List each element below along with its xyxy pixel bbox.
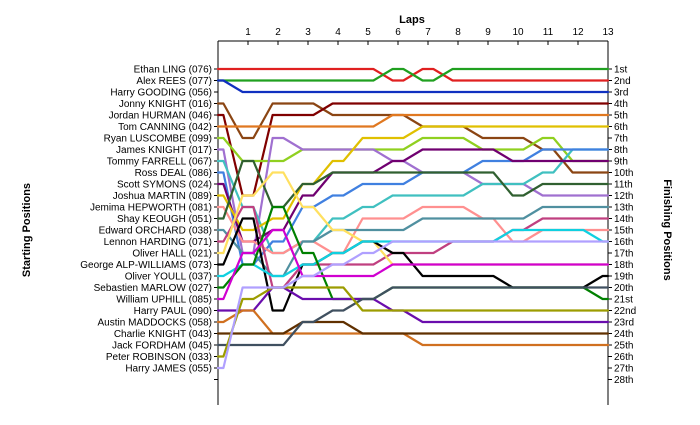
finish-position-label: 20th	[614, 283, 633, 294]
lap-tick-label: 7	[425, 27, 431, 38]
driver-start-label: Lennon HARDING (071)	[104, 237, 212, 248]
starting-position-labels: Ethan LING (076)Alex REES (077)Harry GOO…	[80, 65, 212, 375]
y-axis-title-right: Finishing Positions	[661, 179, 673, 280]
finish-position-label: 4th	[614, 99, 628, 110]
driver-start-label: Harry PAUL (090)	[134, 306, 212, 317]
finishing-position-labels: 1st2nd3rd4th5th6th7th8th9th10th11th12th1…	[614, 65, 636, 387]
finish-position-label: 12th	[614, 191, 633, 202]
finish-position-label: 27th	[614, 364, 633, 375]
lap-tick-label: 11	[543, 27, 554, 38]
finish-position-label: 19th	[614, 272, 633, 283]
finish-position-label: 25th	[614, 341, 633, 352]
lap-tick-label: 3	[305, 27, 311, 38]
finish-position-label: 3rd	[614, 88, 628, 99]
driver-position-line	[216, 113, 610, 128]
lap-tick-label: 6	[395, 27, 401, 38]
driver-start-label: Scott SYMONS (024)	[117, 180, 212, 191]
driver-start-label: Alex REES (077)	[136, 76, 212, 87]
y-axis-title-left: Starting Positions	[21, 183, 33, 277]
finish-position-label: 2nd	[614, 76, 631, 87]
driver-position-line	[216, 159, 610, 220]
lap-tick-label: 12	[572, 27, 584, 38]
finish-position-label: 13th	[614, 203, 633, 214]
driver-start-label: James KNIGHT (017)	[116, 145, 212, 156]
driver-start-label: Jordan HURMAN (046)	[109, 111, 212, 122]
lap-tick-label: 9	[485, 27, 491, 38]
driver-position-line	[216, 228, 610, 278]
finish-position-label: 14th	[614, 214, 633, 225]
finish-position-label: 1st	[614, 65, 628, 76]
finish-position-label: 22nd	[614, 306, 636, 317]
driver-position-line	[216, 228, 610, 301]
finish-position-label: 23rd	[614, 318, 634, 329]
finish-position-label: 11th	[614, 180, 633, 191]
finish-position-label: 9th	[614, 157, 628, 168]
finish-position-label: 18th	[614, 260, 633, 271]
driver-start-label: Shay KEOUGH (051)	[117, 214, 212, 225]
lap-tick-label: 1	[245, 27, 251, 38]
driver-start-label: Oliver YOULL (037)	[125, 272, 212, 283]
driver-start-label: Tom CANNING (042)	[118, 122, 212, 133]
lap-tick-label: 2	[275, 27, 281, 38]
finish-position-label: 15th	[614, 226, 633, 237]
driver-start-label: Tommy FARRELL (067)	[107, 157, 212, 168]
finish-position-label: 16th	[614, 237, 633, 248]
driver-start-label: Jemima HEPWORTH (081)	[90, 203, 212, 214]
driver-start-label: Edward ORCHARD (038)	[99, 226, 212, 237]
driver-position-line	[216, 286, 610, 324]
driver-start-label: Harry GOODING (056)	[110, 88, 212, 99]
series-lines	[216, 67, 610, 370]
driver-start-label: Joshua MARTIN (089)	[113, 191, 212, 202]
driver-position-line	[216, 240, 610, 370]
driver-position-line	[216, 79, 610, 94]
finish-position-label: 7th	[614, 134, 628, 145]
driver-start-label: Ethan LING (076)	[134, 65, 212, 76]
finish-position-label: 5th	[614, 111, 628, 122]
driver-start-label: Charlie KNIGHT (043)	[114, 329, 212, 340]
chart-title: Laps	[399, 14, 425, 26]
driver-start-label: George ALP-WILLIAMS (073)	[80, 260, 212, 271]
lap-tick-label: 10	[512, 27, 524, 38]
finish-position-label: 21st	[614, 295, 633, 306]
driver-start-label: Ross DEAL (086)	[135, 168, 212, 179]
driver-start-label: Ryan LUSCOMBE (099)	[104, 134, 212, 145]
driver-start-label: William UPHILL (085)	[116, 295, 212, 306]
lap-tick-labels: 1 2 3 4 5 6 7 8 9 10 11 12 13	[245, 27, 614, 38]
driver-start-label: Peter ROBINSON (033)	[106, 352, 212, 363]
lap-tick-label: 8	[455, 27, 461, 38]
driver-start-label: Oliver HALL (021)	[132, 249, 212, 260]
driver-position-line	[216, 67, 610, 82]
finish-position-label: 6th	[614, 122, 628, 133]
finish-position-label: 10th	[614, 168, 633, 179]
finish-position-label: 28th	[614, 375, 633, 386]
finish-position-label: 17th	[614, 249, 633, 260]
driver-position-line	[216, 286, 610, 347]
driver-position-line	[216, 320, 610, 335]
driver-position-line	[216, 136, 610, 163]
driver-start-label: Austin MADDOCKS (058)	[98, 318, 212, 329]
lap-tick-label: 4	[335, 27, 341, 38]
driver-start-label: Jonny KNIGHT (016)	[119, 99, 212, 110]
driver-position-line	[216, 125, 610, 232]
finish-position-label: 26th	[614, 352, 633, 363]
driver-position-line	[216, 286, 610, 358]
finish-position-label: 8th	[614, 145, 628, 156]
lap-tick-label: 5	[365, 27, 371, 38]
lap-tick-label: 13	[602, 27, 614, 38]
finish-position-label: 24th	[614, 329, 633, 340]
driver-start-label: Jack FORDHAM (045)	[112, 341, 212, 352]
driver-start-label: Harry JAMES (055)	[125, 364, 212, 375]
driver-position-line	[216, 148, 610, 255]
driver-start-label: Sebastien MARLOW (027)	[94, 283, 212, 294]
